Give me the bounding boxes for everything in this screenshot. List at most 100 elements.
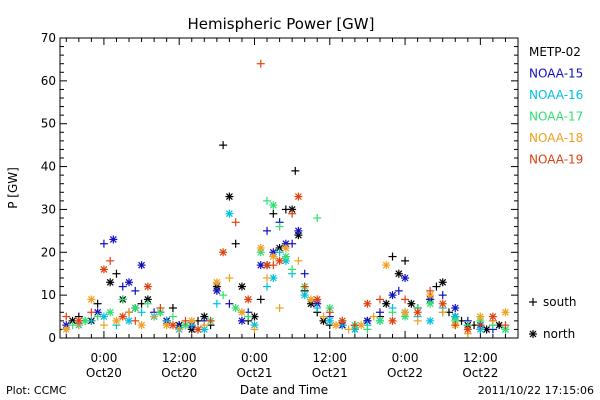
legend: METP-02 NOAA-15 NOAA-16 NOAA-17 NOAA-18 NOAA-… [529,45,583,167]
data-point-south [212,299,221,308]
data-point-south [225,274,234,282]
data-point-north [451,304,460,312]
data-point-south [99,321,108,330]
data-point-north [363,299,372,308]
data-point-south [168,312,177,321]
legend-entry: NOAA-15 [529,67,583,81]
data-point-north [269,201,278,210]
data-point-south [300,282,309,291]
data-point-north [109,235,118,244]
data-point-south [501,321,510,330]
data-point-north [382,299,391,308]
data-points [62,59,510,338]
data-point-north [212,278,221,287]
x-axis-label: Date and Time [240,383,328,397]
data-point-south [288,239,297,248]
data-point-north [125,278,134,287]
data-point-north [225,192,234,201]
legend-entry: NOAA-18 [529,131,583,145]
data-point-north [225,209,234,218]
x-tick-sublabel: Oct21 [236,366,272,380]
data-point-north [401,274,410,282]
data-point-south [300,269,309,278]
data-point-north [87,295,96,304]
data-point-north [125,316,134,325]
data-point-south [288,265,297,274]
data-point-south [269,261,278,270]
y-tick-label: 60 [41,74,56,88]
data-point-south [288,209,297,218]
data-point-north [363,316,372,325]
data-point-north [294,226,303,235]
data-point-south [143,299,152,308]
data-point-south [275,248,284,257]
data-point-north [501,308,510,317]
data-point-south [263,226,272,235]
data-point-north [106,308,115,317]
data-point-south [256,295,265,304]
data-point-south [62,312,71,321]
marker-legend-entry: north [529,327,575,341]
marker-legend: south north [529,295,577,341]
data-point-south [313,304,322,312]
data-point-north [463,325,472,334]
data-point-north [81,316,90,325]
data-point-south [344,325,353,334]
data-point-north [388,316,397,325]
plot-frame [59,37,519,339]
data-point-south [225,299,234,308]
data-point-south [244,312,253,321]
data-point-south [291,166,300,175]
data-point-south [93,299,102,308]
data-point-north [74,316,83,325]
data-point-south [375,308,384,317]
data-point-south [131,286,140,295]
data-point-north [118,312,127,321]
x-tick-label: 0:00 [90,351,117,365]
data-point-south [263,274,272,282]
data-point-north [137,321,146,330]
x-tick-label: 12:00 [312,351,347,365]
data-point-south [269,209,278,218]
x-tick-sublabel: Oct22 [387,366,423,380]
data-point-north [426,316,435,325]
y-tick-label: 30 [41,202,56,216]
data-point-south [413,316,422,325]
data-point-south [118,295,127,304]
data-point-south [350,321,359,330]
data-point-north [313,295,322,304]
y-axis-label: P [GW] [6,167,20,209]
data-point-south [99,239,108,248]
data-point-north [231,304,240,312]
data-point-north [143,282,152,291]
data-point-south [394,286,403,295]
data-point-north [137,261,146,270]
data-point-south [231,218,240,227]
chart-title: Hemispheric Power [GW] [188,15,375,33]
data-point-north [168,321,177,330]
data-point-south [156,304,165,312]
data-point-north [62,325,71,334]
data-point-south [388,252,397,261]
x-tick-sublabel: Oct21 [312,366,348,380]
data-point-south [401,256,410,265]
data-point-south [231,239,240,248]
data-point-south [438,308,447,317]
data-point-south [275,222,284,231]
data-point-north [219,248,228,257]
data-point-north [131,304,140,312]
data-point-south [256,59,265,68]
data-point-south [432,282,441,291]
data-point-north [106,278,115,287]
data-point-north [237,308,246,317]
marker-legend-label: south [543,295,577,309]
y-tick-label: 10 [41,288,56,302]
data-point-north [187,316,196,325]
legend-entry: NOAA-19 [529,153,583,167]
data-point-north [438,299,447,308]
x-tick-sublabel: Oct20 [86,366,122,380]
legend-entry: NOAA-17 [529,110,583,124]
data-point-south [263,196,272,205]
data-point-south [206,316,215,325]
